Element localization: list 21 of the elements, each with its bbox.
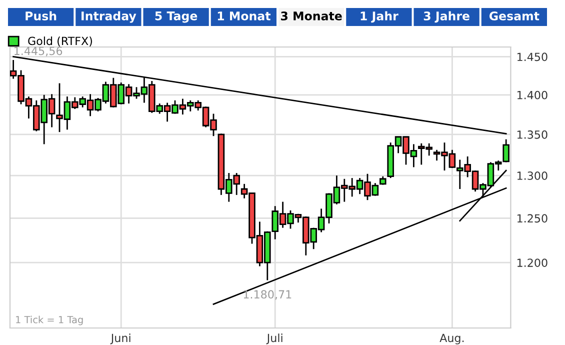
category-label: 1 Jahr <box>360 11 398 23</box>
y-tick-label: 1.350 <box>517 130 548 139</box>
y-tick-label: 1.200 <box>517 258 548 267</box>
category-label: Intraday <box>82 11 136 23</box>
category-label: 3 Monate <box>281 11 342 20</box>
y-tick-label: 1.250 <box>517 214 548 223</box>
annotation: 1 Tick = 1 Tag <box>16 316 83 326</box>
annotation: 1.445,56 <box>14 46 62 56</box>
category-label: Gesamt <box>489 11 540 20</box>
y-tick-label: 1.400 <box>517 90 548 100</box>
category-label: 1 Monat <box>218 12 271 20</box>
category-label: 3 Jahre <box>424 11 470 23</box>
annotation: 1.180,71 <box>244 290 292 300</box>
x-tick-label: Aug. <box>440 334 464 344</box>
category-label: 5 Tage <box>155 12 198 23</box>
x-tick-label: Juli <box>266 334 282 344</box>
x-tick-label: Juni <box>110 334 130 344</box>
y-tick-label: 1.300 <box>517 171 548 180</box>
y-tick-label: 1.450 <box>517 52 548 62</box>
legend-label: Gold (RTFX) <box>28 36 92 46</box>
category-label: Push <box>26 11 56 20</box>
